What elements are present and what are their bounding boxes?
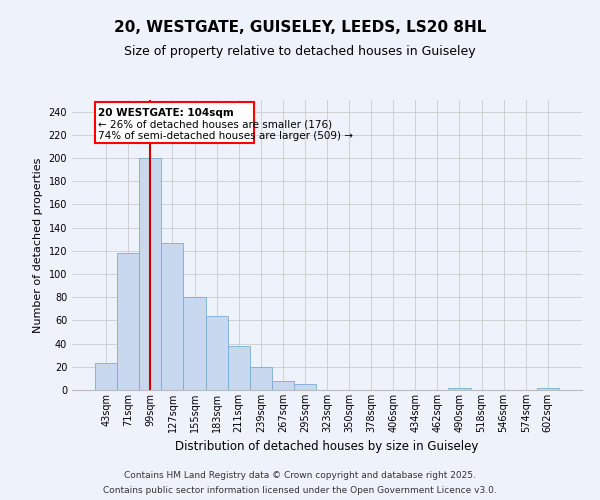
Text: ← 26% of detached houses are smaller (176): ← 26% of detached houses are smaller (17… — [98, 120, 332, 130]
X-axis label: Distribution of detached houses by size in Guiseley: Distribution of detached houses by size … — [175, 440, 479, 454]
Bar — [294, 384, 316, 390]
Bar — [272, 380, 294, 390]
Y-axis label: Number of detached properties: Number of detached properties — [33, 158, 43, 332]
Bar — [139, 158, 161, 390]
Bar — [206, 316, 227, 390]
Text: Size of property relative to detached houses in Guiseley: Size of property relative to detached ho… — [124, 45, 476, 58]
Text: Contains public sector information licensed under the Open Government Licence v3: Contains public sector information licen… — [103, 486, 497, 495]
Bar — [117, 253, 139, 390]
Bar — [161, 242, 184, 390]
Bar — [184, 297, 206, 390]
FancyBboxPatch shape — [95, 102, 254, 143]
Text: 20, WESTGATE, GUISELEY, LEEDS, LS20 8HL: 20, WESTGATE, GUISELEY, LEEDS, LS20 8HL — [114, 20, 486, 35]
Text: Contains HM Land Registry data © Crown copyright and database right 2025.: Contains HM Land Registry data © Crown c… — [124, 471, 476, 480]
Bar — [227, 346, 250, 390]
Text: 20 WESTGATE: 104sqm: 20 WESTGATE: 104sqm — [98, 108, 234, 118]
Bar — [537, 388, 559, 390]
Text: 74% of semi-detached houses are larger (509) →: 74% of semi-detached houses are larger (… — [98, 132, 353, 141]
Bar — [448, 388, 470, 390]
Bar — [95, 364, 117, 390]
Bar — [250, 367, 272, 390]
